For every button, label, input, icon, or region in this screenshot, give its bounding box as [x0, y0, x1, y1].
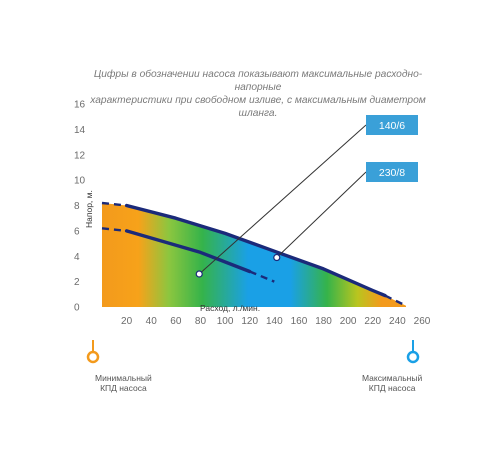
legend-min-line-2: КПД насоса — [100, 383, 147, 393]
legend-max-label: Максимальный КПД насоса — [362, 373, 422, 393]
x-tick-label: 240 — [389, 316, 406, 327]
legend-max-marker — [406, 350, 420, 364]
series-badge — [366, 115, 418, 135]
series-badge-label: 140/6 — [379, 120, 405, 132]
series-badge — [366, 162, 418, 182]
x-tick-label: 40 — [146, 316, 158, 327]
series-line — [124, 203, 387, 298]
callout-leader — [198, 124, 367, 275]
legend-max-line-2: КПД насоса — [368, 383, 416, 393]
y-tick-label: 2 — [74, 277, 80, 288]
series-140-6 — [101, 227, 275, 283]
series-layer: 140/6 230/8 — [101, 115, 418, 307]
callout-leader — [276, 171, 367, 258]
x-tick-label: 220 — [364, 316, 381, 327]
y-tick-label: 16 — [74, 100, 86, 111]
x-tick-label: 100 — [217, 316, 234, 327]
caption-line-2: характеристики при свободном изливе, с м… — [90, 95, 426, 119]
efficiency-region — [102, 203, 406, 307]
series-marker — [273, 253, 281, 262]
series-230-8 — [101, 201, 407, 307]
efficiency-legend — [86, 336, 422, 364]
series-dashed-tail — [384, 294, 407, 307]
efficiency-area — [102, 203, 406, 307]
legend-min-marker — [86, 350, 100, 364]
caption-line-1: Цифры в обозначении насоса показывают ма… — [93, 69, 423, 93]
chart-caption: Цифры в обозначении насоса показывают ма… — [78, 68, 438, 120]
series-dashed-head — [101, 201, 127, 207]
series-dashed-head — [101, 227, 127, 233]
x-tick-label: 260 — [414, 316, 431, 327]
y-tick-label: 8 — [74, 201, 80, 212]
axes: 0 2 4 6 8 10 12 14 16 20 40 60 80 100 120 140 160 180 200 2… — [74, 100, 431, 328]
y-tick-label: 10 — [74, 176, 86, 187]
x-tick-label: 180 — [315, 316, 332, 327]
x-tick-label: 60 — [170, 316, 182, 327]
y-tick-label: 0 — [74, 303, 80, 314]
x-tick-label: 20 — [121, 316, 133, 327]
legend-min-label: Минимальный КПД насоса — [95, 373, 152, 393]
legend-min-line-1: Минимальный — [95, 373, 152, 383]
x-tick-label: 140 — [266, 316, 283, 327]
y-tick-label: 14 — [74, 125, 86, 136]
x-tick-label: 160 — [291, 316, 308, 327]
y-tick-label: 4 — [74, 252, 80, 263]
y-tick-label: 12 — [74, 150, 86, 161]
x-tick-label: 200 — [340, 316, 357, 327]
series-line — [124, 229, 252, 274]
x-tick-label: 80 — [195, 316, 207, 327]
y-tick-label: 6 — [74, 226, 80, 237]
legend-max-line-1: Максимальный — [362, 373, 423, 383]
x-tick-label: 120 — [241, 316, 258, 327]
series-dashed-tail — [249, 270, 275, 283]
series-badge-label: 230/8 — [379, 167, 405, 179]
y-axis-label: Напор, м. — [84, 190, 94, 228]
series-marker — [195, 270, 203, 278]
x-axis-label: Расход, л./мин. — [200, 303, 260, 313]
